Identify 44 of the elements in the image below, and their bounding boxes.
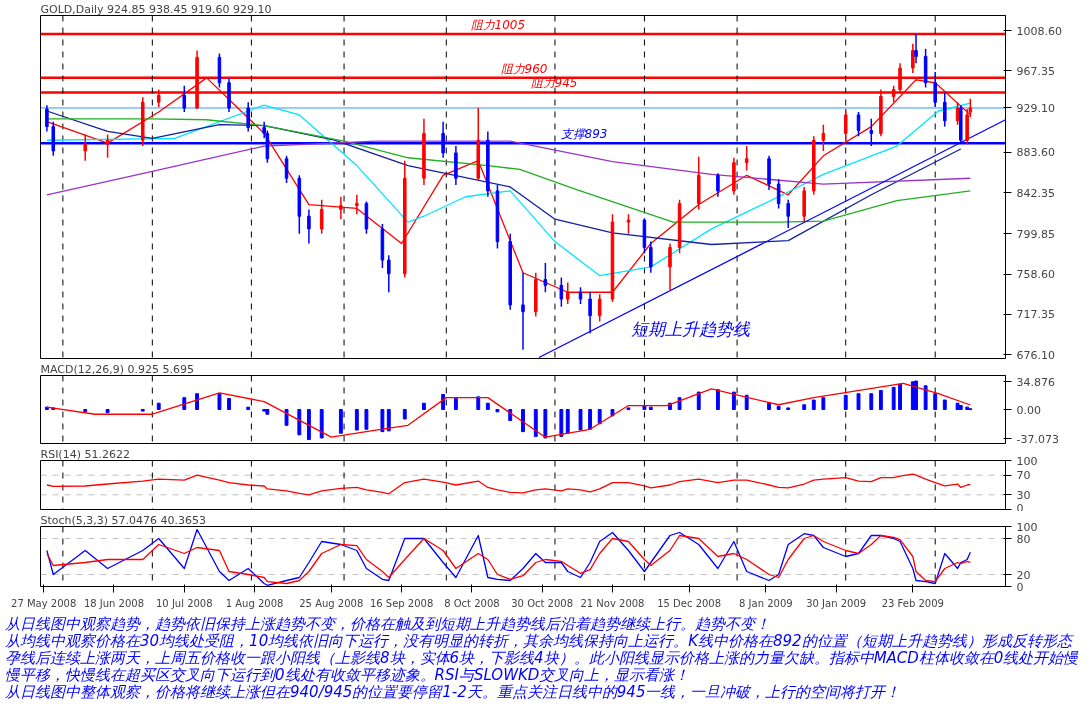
text: 从均线中观察价格在30均线处受阻，10均线依旧向下运行，没有明显的转折，其余均线保持向上运行。K线中价格在892的位置（短期上升趋势线）形成反转形态孕线后连续上涨两天，上周五价格收一跟小阳线（上影线8块，实体6块，下影线4块）。此小阳线显示价格上涨的力量欠缺。指标中MACD柱体收敛在0线处开始慢慢平移，快慢线在超买区交叉向下运行到0线处有收敛平移迹象。RSI与SLOWKD交叉向上，显示看涨！ xyxy=(5,632,1080,684)
ref-line-label: 阻力960 xyxy=(500,61,548,76)
x-tick-label: 30 Oct 2008 xyxy=(511,597,574,609)
x-tick-label: 1 Aug 2008 xyxy=(225,597,284,609)
chart-title: RSI(14) 51.2622 xyxy=(40,447,130,461)
y-tick-label: 799.85 xyxy=(1016,227,1055,241)
y-tick-label: 30 xyxy=(1016,488,1031,502)
x-tick-label: 10 Jul 2008 xyxy=(155,597,213,609)
annotation: 短期上升趋势线 xyxy=(631,318,751,339)
y-tick-label: 100 xyxy=(1016,520,1038,534)
x-tick-label: 15 Dec 2008 xyxy=(657,597,722,609)
y-tick-label: 676.10 xyxy=(1016,348,1055,362)
y-tick-label: 34.876 xyxy=(1016,375,1055,389)
chart-title: MACD(12,26,9) 0.925 5.695 xyxy=(40,362,195,376)
y-tick-label: 967.35 xyxy=(1016,64,1055,78)
y-tick-label: 70 xyxy=(1016,469,1031,483)
y-tick-label: 883.60 xyxy=(1016,146,1055,160)
y-tick-label: 758.60 xyxy=(1016,268,1055,282)
y-tick-label: 717.35 xyxy=(1016,308,1055,322)
x-tick-label: 18 Jun 2008 xyxy=(83,597,145,609)
y-tick-label: 0 xyxy=(1016,501,1024,515)
y-tick-label: 80 xyxy=(1016,532,1031,546)
text: 从日线图中观察趋势，趋势依旧保持上涨趋势不变，价格在触及到短期上升趋势线后沿着趋势继续上行。趋势不变！ xyxy=(5,615,771,633)
text: 从日线图中整体观察，价格将继续上涨但在940/945的位置要停留1-2天。重点关注日线中的945一线，一旦冲破，上行的空间将打开！ xyxy=(5,683,902,701)
x-tick-label: 23 Feb 2009 xyxy=(881,597,944,609)
y-tick-label: 0 xyxy=(1016,580,1024,594)
y-tick-label: 929.10 xyxy=(1016,101,1055,115)
y-tick-label: 842.35 xyxy=(1016,186,1055,200)
chart-title: Stoch(5,3,3) 57.0476 40.3653 xyxy=(40,513,207,527)
x-tick-label: 8 Jan 2009 xyxy=(739,597,793,609)
y-tick-label: 20 xyxy=(1016,568,1031,582)
x-tick-label: 16 Sep 2008 xyxy=(369,597,434,609)
ref-line-label: 支撑893 xyxy=(560,127,608,142)
y-tick-label: 0.00 xyxy=(1016,403,1041,417)
x-tick-label: 25 Aug 2008 xyxy=(299,597,364,609)
y-tick-label: 100 xyxy=(1016,454,1038,468)
y-tick-label: -37.073 xyxy=(1016,432,1059,446)
x-tick-label: 21 Nov 2008 xyxy=(580,597,645,609)
x-tick-label: 8 Oct 2008 xyxy=(444,597,500,609)
y-tick-label: 1008.60 xyxy=(1016,24,1062,38)
x-tick-label: 30 Jan 2009 xyxy=(806,597,867,609)
x-tick-label: 27 May 2008 xyxy=(11,597,77,609)
chart-title: GOLD,Daily 924.85 938.45 919.60 929.10 xyxy=(40,2,272,16)
ref-line-label: 阻力1005 xyxy=(470,18,526,33)
